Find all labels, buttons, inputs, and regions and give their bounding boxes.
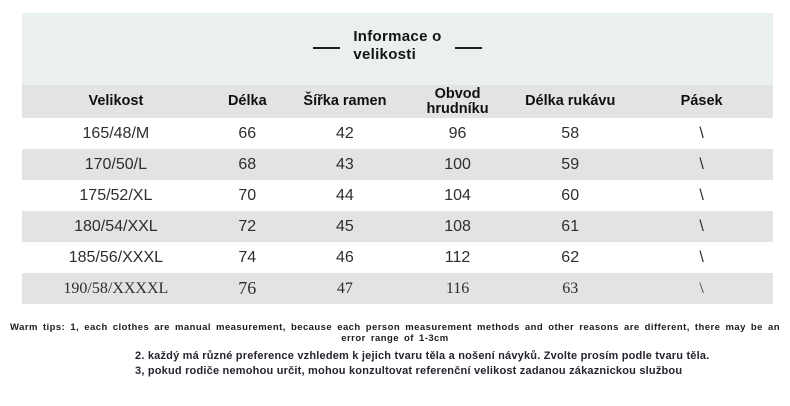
- page-title-line2: velikosti: [353, 46, 417, 63]
- header-delka: Délka: [209, 85, 285, 118]
- table-row-170-50-l: 170/50/L 68 43 100 59 \: [22, 149, 773, 180]
- cell-obvod-hrudniku: 108: [405, 211, 511, 242]
- header-pasek: Pásek: [630, 85, 773, 118]
- cell-delka: 72: [209, 211, 285, 242]
- size-info-title: Informace o velikosti: [22, 13, 773, 85]
- header-delka-rukavu: Délka rukávu: [510, 85, 631, 118]
- table-row-185-56-xxxl: 185/56/XXXL 74 46 112 62 \: [22, 242, 773, 273]
- cell-delka-rukavu: 63: [510, 273, 631, 304]
- cell-pasek: \: [630, 273, 773, 304]
- cell-delka-rukavu: 62: [510, 242, 631, 273]
- cell-delka: 68: [209, 149, 285, 180]
- cell-delka: 70: [209, 180, 285, 211]
- table-row-190-58-xxxxl: 190/58/XXXXL 76 47 116 63 \: [22, 273, 773, 304]
- cell-sirka-ramen: 45: [284, 211, 405, 242]
- cell-delka-rukavu: 58: [510, 118, 631, 149]
- cell-delka-rukavu: 59: [510, 149, 631, 180]
- cell-velikost: 175/52/XL: [22, 180, 210, 211]
- header-obvod-hrudniku: Obvod hrudníku: [405, 85, 511, 118]
- size-table-header: Velikost Délka Šířka ramen Obvod hrudník…: [22, 85, 773, 118]
- warm-tips-text: Warm tips: 1, each clothes are manual me…: [10, 322, 780, 344]
- cell-velikost: 165/48/M: [22, 118, 210, 149]
- header-row: Velikost Délka Šířka ramen Obvod hrudník…: [22, 85, 773, 118]
- table-row-165-48-m: 165/48/M 66 42 96 58 \: [22, 118, 773, 149]
- size-info-panel: Informace o velikosti Velikost Délka Šíř…: [22, 13, 773, 304]
- size-table: Velikost Délka Šířka ramen Obvod hrudník…: [22, 85, 773, 304]
- cell-pasek: \: [630, 118, 773, 149]
- cell-pasek: \: [630, 242, 773, 273]
- size-advice-text: 2. každý má různé preference vzhledem k …: [135, 350, 710, 377]
- table-row-180-54-xxl: 180/54/XXL 72 45 108 61 \: [22, 211, 773, 242]
- cell-pasek: \: [630, 180, 773, 211]
- cell-velikost: 190/58/XXXXL: [22, 273, 210, 304]
- cell-obvod-hrudniku: 96: [405, 118, 511, 149]
- cell-sirka-ramen: 43: [284, 149, 405, 180]
- title-left-rule: [313, 47, 341, 49]
- cell-obvod-hrudniku: 104: [405, 180, 511, 211]
- cell-sirka-ramen: 46: [284, 242, 405, 273]
- cell-pasek: \: [630, 211, 773, 242]
- cell-sirka-ramen: 47: [284, 273, 405, 304]
- cell-delka-rukavu: 60: [510, 180, 631, 211]
- cell-sirka-ramen: 44: [284, 180, 405, 211]
- header-velikost: Velikost: [22, 85, 210, 118]
- header-sirka-ramen: Šířka ramen: [284, 85, 405, 118]
- page-title: Informace o velikosti: [353, 28, 441, 64]
- page-title-line1: Informace o: [353, 28, 442, 45]
- cell-velikost: 185/56/XXXL: [22, 242, 210, 273]
- table-row-175-52-xl: 175/52/XL 70 44 104 60 \: [22, 180, 773, 211]
- cell-velikost: 180/54/XXL: [22, 211, 210, 242]
- title-right-rule: [454, 47, 482, 49]
- cell-delka-rukavu: 61: [510, 211, 631, 242]
- cell-obvod-hrudniku: 112: [405, 242, 511, 273]
- cell-obvod-hrudniku: 116: [405, 273, 511, 304]
- cell-delka: 76: [209, 273, 285, 304]
- cell-sirka-ramen: 42: [284, 118, 405, 149]
- cell-obvod-hrudniku: 100: [405, 149, 511, 180]
- cell-delka: 74: [209, 242, 285, 273]
- cell-velikost: 170/50/L: [22, 149, 210, 180]
- cell-pasek: \: [630, 149, 773, 180]
- cell-delka: 66: [209, 118, 285, 149]
